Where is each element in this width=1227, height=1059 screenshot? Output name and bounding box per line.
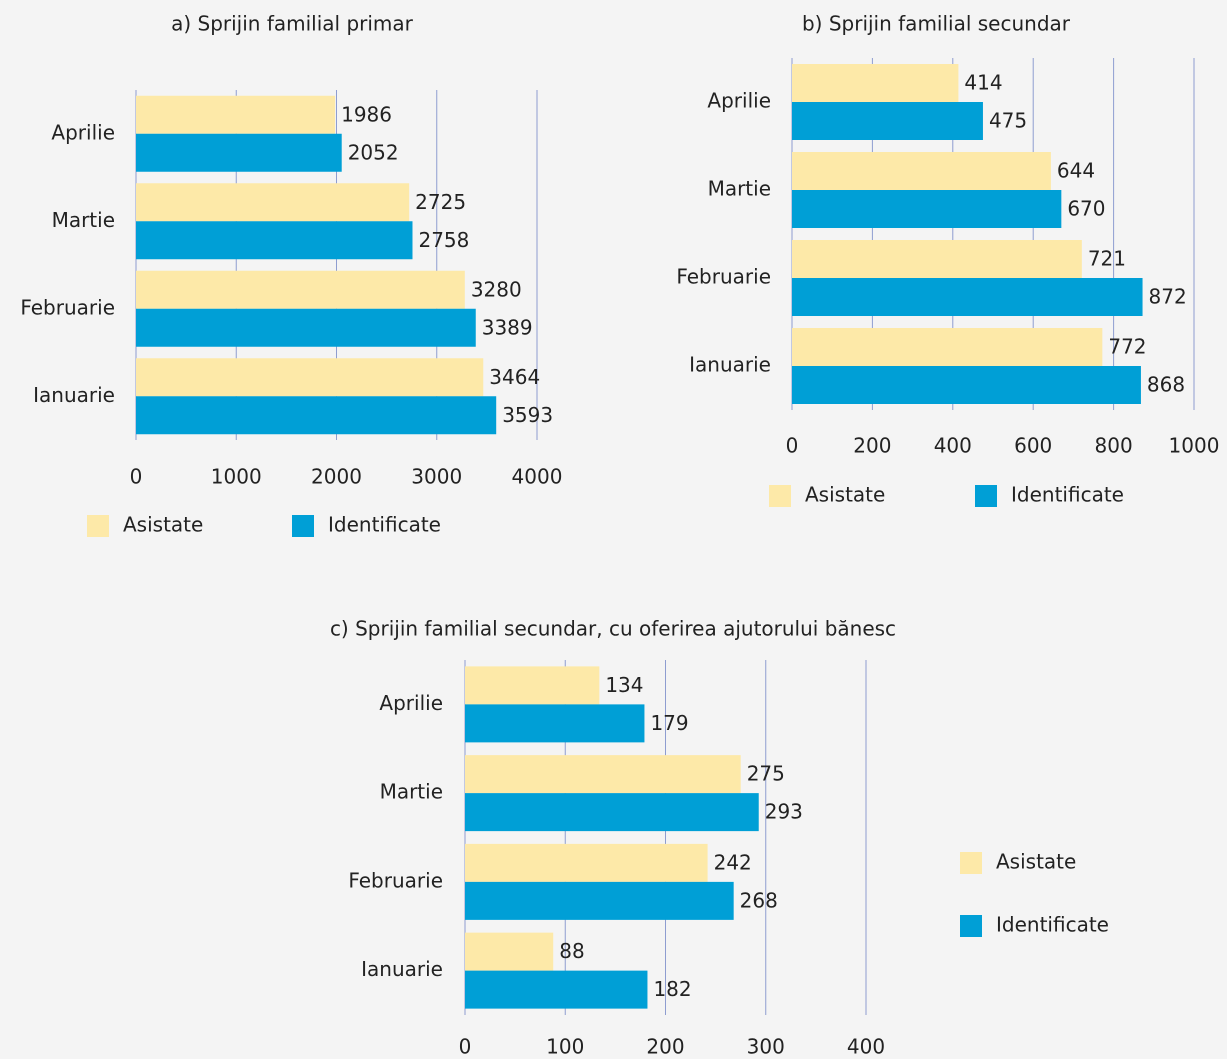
category-label: Martie [708,177,771,201]
bar [465,843,708,882]
x-tick-label: 0 [786,434,799,458]
category-label: Aprilie [379,691,443,715]
value-label: 134 [605,673,643,697]
bar [465,793,759,832]
value-label: 3280 [471,277,522,301]
bar [792,64,959,102]
category-label: Februarie [676,265,771,289]
value-label: 3464 [489,365,540,389]
value-label: 644 [1057,159,1095,183]
value-label: 2758 [418,228,469,252]
bar [465,932,554,971]
x-tick-label: 400 [847,1035,885,1059]
x-tick-label: 600 [1014,434,1052,458]
x-tick-label: 200 [646,1035,684,1059]
legend-label: Identificate [996,913,1109,937]
value-label: 721 [1088,247,1126,271]
value-label: 414 [964,71,1002,95]
category-label: Februarie [348,868,443,892]
legend-swatch [975,485,997,507]
value-label: 772 [1108,335,1146,359]
x-tick-label: 1000 [1169,434,1220,458]
chart-title: b) Sprijin familial secundar [802,12,1071,36]
x-tick-label: 4000 [512,465,563,489]
x-tick-label: 2000 [311,465,362,489]
category-label: Martie [52,208,115,232]
legend-swatch [960,915,982,937]
legend-swatch [87,515,109,537]
category-label: Martie [380,780,443,804]
value-label: 670 [1067,197,1105,221]
bar [136,133,342,172]
chart-title: c) Sprijin familial secundar, cu oferire… [330,617,896,641]
value-label: 2725 [415,190,466,214]
legend-label: Identificate [328,513,441,537]
category-label: Ianuarie [689,353,771,377]
value-label: 868 [1147,373,1185,397]
legend-swatch [292,515,314,537]
category-label: Aprilie [51,120,115,144]
category-label: Februarie [20,295,115,319]
x-tick-label: 0 [459,1035,472,1059]
bar [465,881,734,920]
value-label: 293 [765,800,803,824]
bar [792,278,1143,316]
chart-title: a) Sprijin familial primar [171,12,414,36]
bar [792,102,983,140]
value-label: 475 [989,109,1027,133]
value-label: 182 [653,977,691,1001]
value-label: 872 [1149,285,1187,309]
legend-label: Asistate [805,483,885,507]
value-label: 275 [747,762,785,786]
bar [792,152,1051,190]
category-label: Ianuarie [361,957,443,981]
x-tick-label: 800 [1095,434,1133,458]
legend-label: Asistate [996,850,1076,874]
bar [792,366,1141,404]
x-tick-label: 0 [130,465,143,489]
bar [465,970,648,1009]
bar [792,190,1062,228]
value-label: 3389 [482,315,533,339]
category-label: Aprilie [707,89,771,113]
bar [465,755,741,794]
legend-label: Identificate [1011,483,1124,507]
bar [136,308,476,347]
bar [465,666,600,705]
bar [792,240,1082,278]
bar [465,704,645,743]
bar [136,358,484,397]
bar [136,183,410,222]
value-label: 3593 [502,403,553,427]
value-label: 88 [559,939,584,963]
bar [136,396,497,435]
legend-label: Asistate [123,513,203,537]
x-tick-label: 400 [934,434,972,458]
bar [136,221,413,260]
bar [136,270,465,309]
value-label: 268 [740,888,778,912]
category-label: Ianuarie [33,383,115,407]
x-tick-label: 3000 [411,465,462,489]
value-label: 2052 [348,140,399,164]
x-tick-label: 300 [747,1035,785,1059]
legend-swatch [960,852,982,874]
value-label: 1986 [341,102,392,126]
value-label: 179 [650,711,688,735]
value-label: 242 [714,850,752,874]
bar [792,328,1103,366]
x-tick-label: 1000 [211,465,262,489]
bar [136,95,336,134]
x-tick-label: 200 [853,434,891,458]
x-tick-label: 100 [546,1035,584,1059]
legend-swatch [769,485,791,507]
